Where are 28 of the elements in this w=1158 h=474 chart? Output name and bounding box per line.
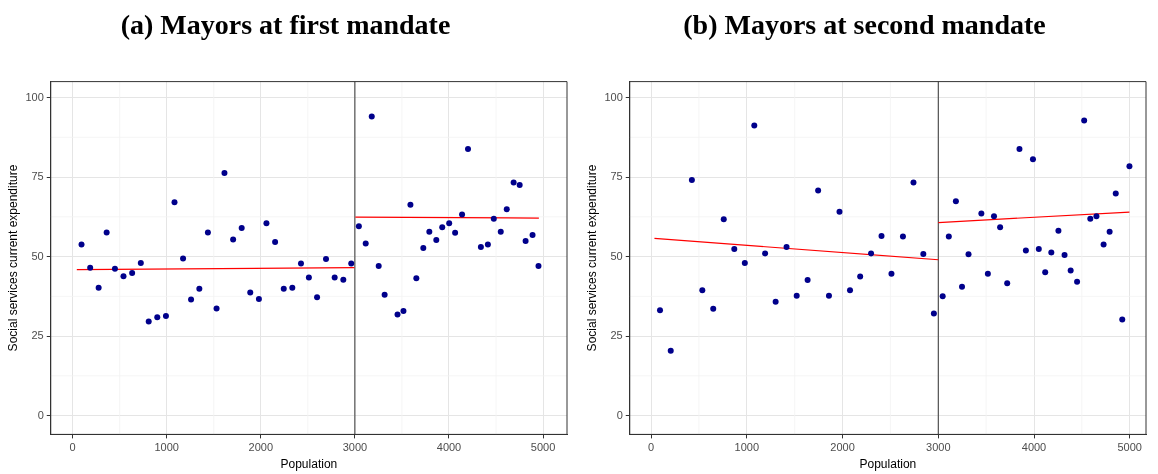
y-axis-title: Social services current expenditure — [584, 164, 599, 352]
y-tick-label: 0 — [616, 408, 623, 421]
y-tick-label: 50 — [610, 249, 623, 262]
x-tick-label: 1000 — [154, 441, 179, 454]
y-tick-label: 0 — [37, 408, 44, 421]
y-tick-label: 100 — [604, 90, 623, 103]
x-axis-title: Population — [280, 457, 338, 472]
x-tick-label: 3000 — [926, 441, 951, 454]
x-tick-label: 1000 — [734, 441, 760, 454]
x-tick-label: 3000 — [342, 441, 368, 454]
y-tick-label: 75 — [31, 170, 44, 183]
x-tick-label: 4000 — [1021, 441, 1047, 454]
y-tick-label: 100 — [25, 90, 44, 103]
x-tick-label: 5000 — [530, 441, 556, 454]
x-tick-label: 5000 — [1117, 441, 1142, 454]
chart-title: (b) Mayors at second mandate — [683, 9, 1046, 41]
y-tick-label: 75 — [610, 170, 623, 183]
x-tick-label: 2000 — [248, 441, 274, 454]
chart-title: (a) Mayors at first mandate — [120, 9, 451, 41]
x-tick-label: 0 — [69, 441, 76, 454]
y-tick-label: 25 — [31, 329, 44, 342]
x-tick-label: 4000 — [436, 441, 462, 454]
x-tick-label: 2000 — [830, 441, 855, 454]
x-axis-title: Population — [859, 457, 917, 472]
x-tick-label: 0 — [648, 441, 655, 454]
y-axis-title: Social services current expenditure — [5, 164, 20, 352]
y-tick-label: 25 — [610, 329, 623, 342]
y-tick-label: 50 — [31, 249, 44, 262]
